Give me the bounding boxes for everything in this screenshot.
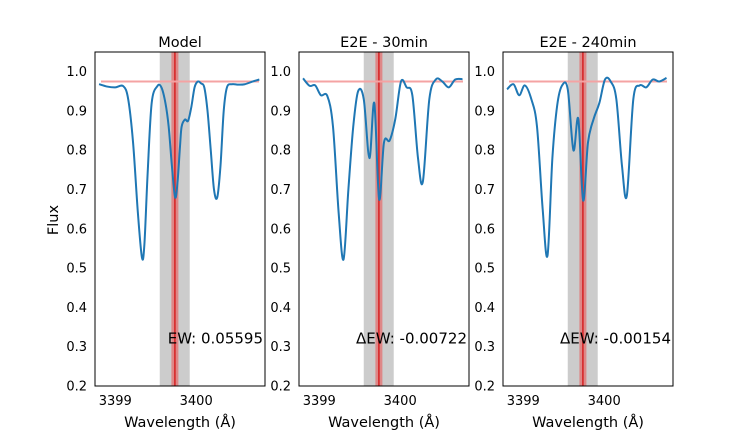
panel-3: 0.2 0.3 0.4 0.5 0.6 0.7 0.8 0.9 1.0 3399 3400 E2E -… [474,35,674,431]
y-tick-label: 0.6 [474,222,495,237]
y-tick-label: 1.0 [66,65,87,80]
y-tick-label: 1.0 [474,65,495,80]
y-tick-label: 0.9 [270,104,291,119]
y-tick-label: 0.3 [474,340,495,355]
x-axis-label: Wavelength (Å) [532,414,644,431]
x-tick-label: 3399 [507,394,540,409]
spectrum-series-line [98,78,260,261]
x-tick-label: 3400 [588,394,621,409]
x-tick-label: 3399 [303,394,336,409]
panel-2: 0.2 0.3 0.4 0.5 0.6 0.7 0.8 0.9 1.0 3399 3400 E2E -… [270,35,470,431]
x-tick-label: 3400 [180,394,213,409]
y-tick-label: 0.7 [270,183,291,198]
y-tick-label: 0.6 [270,222,291,237]
y-tick-label: 0.4 [474,301,495,316]
y-tick-label: 0.5 [474,262,495,277]
x-tick-label: 3400 [384,394,417,409]
y-tick-label: 0.9 [474,104,495,119]
y-tick-label: 0.2 [474,380,495,395]
panel-title: Model [158,35,202,51]
y-tick-label: 0.2 [270,380,291,395]
y-tick-label: 0.5 [66,262,87,277]
y-tick-label: 0.8 [270,144,291,159]
y-tick-label: 0.7 [474,183,495,198]
axes-frame [298,51,470,387]
equivalent-width-annotation: ΔEW: -0.00154 [560,330,671,348]
panel-title: E2E - 30min [340,35,428,51]
y-tick-label: 0.8 [474,144,495,159]
y-tick-label: 0.5 [270,262,291,277]
y-tick-label: 1.0 [270,65,291,80]
y-tick-label: 0.7 [66,183,87,198]
equivalent-width-annotation: ΔEW: -0.00722 [356,330,467,348]
spectrum-series-line [302,77,463,261]
y-tick-label: 0.3 [270,340,291,355]
figure-y-axis-label: Flux [46,205,62,236]
y-tick-label: 0.6 [66,222,87,237]
y-tick-label: 0.4 [66,301,87,316]
axes-frame [94,51,266,387]
y-tick-label: 0.3 [66,340,87,355]
y-tick-label: 0.4 [270,301,291,316]
x-axis-label: Wavelength (Å) [328,414,440,431]
axes-frame [502,51,674,387]
equivalent-width-annotation: EW: 0.05595 [168,330,263,348]
y-tick-label: 0.9 [66,104,87,119]
x-axis-label: Wavelength (Å) [124,414,236,431]
y-tick-label: 0.8 [66,144,87,159]
panel-title: E2E - 240min [539,35,636,51]
y-tick-label: 0.2 [66,380,87,395]
spectrum-series-line [506,76,667,258]
x-tick-label: 3399 [99,394,132,409]
panel-1: 0.2 0.3 0.4 0.5 0.6 0.7 0.8 0.9 1.0 3399 3400 Model… [66,35,266,431]
